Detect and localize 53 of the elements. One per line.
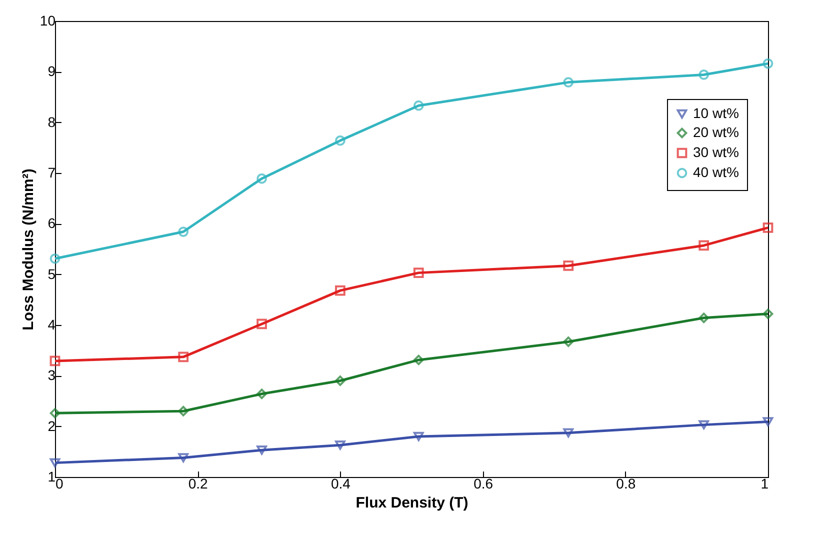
point	[50, 356, 60, 366]
point	[413, 100, 424, 111]
point	[413, 268, 424, 278]
x-tick-label: 0.2	[188, 476, 208, 492]
point	[256, 446, 267, 455]
y-tick-label: 8	[48, 114, 56, 130]
point	[335, 285, 346, 296]
point	[256, 173, 267, 184]
y-tick-label: 10	[40, 12, 56, 28]
y-axis-title: Loss Modulus (N/mm²)	[20, 168, 37, 330]
x-tick-label: 0.6	[474, 476, 494, 492]
point	[762, 58, 774, 69]
point	[256, 388, 267, 400]
point	[335, 376, 346, 386]
point	[563, 77, 574, 88]
point	[178, 226, 189, 237]
point	[335, 135, 346, 146]
x-tick-label: 0	[56, 476, 64, 492]
point	[413, 432, 424, 442]
y-tick-label: 6	[48, 215, 56, 232]
point	[50, 253, 60, 264]
point	[50, 408, 60, 418]
y-tick-label: 3	[48, 367, 56, 384]
point	[698, 312, 710, 324]
point	[762, 222, 774, 233]
point	[698, 240, 710, 251]
legend-label: 40 wt%	[693, 164, 739, 180]
point	[563, 336, 574, 347]
point	[563, 428, 574, 438]
legend-label: 10 wt%	[693, 105, 739, 121]
point	[413, 354, 424, 366]
point	[50, 458, 60, 468]
x-tick-label: 1	[760, 476, 769, 492]
y-tick-label: 2	[48, 418, 56, 434]
point	[178, 406, 189, 416]
y-tick-label: 9	[48, 63, 56, 80]
point	[762, 417, 774, 426]
point	[335, 440, 346, 450]
y-tick-label: 5	[48, 266, 56, 282]
point	[698, 420, 710, 430]
point	[563, 260, 574, 271]
legend-label: 20 wt%	[693, 124, 739, 140]
x-tick-label: 0.4	[330, 476, 351, 492]
legend-label: 30 wt%	[693, 144, 739, 160]
point	[256, 318, 267, 330]
point	[762, 308, 774, 320]
point	[178, 352, 189, 362]
x-axis-title: Flux Density (T)	[356, 494, 468, 512]
point	[178, 453, 189, 462]
point	[698, 70, 710, 80]
y-tick-label: 4	[48, 316, 56, 332]
y-tick-label: 7	[48, 164, 56, 180]
x-tick-label: 0.8	[616, 476, 636, 492]
